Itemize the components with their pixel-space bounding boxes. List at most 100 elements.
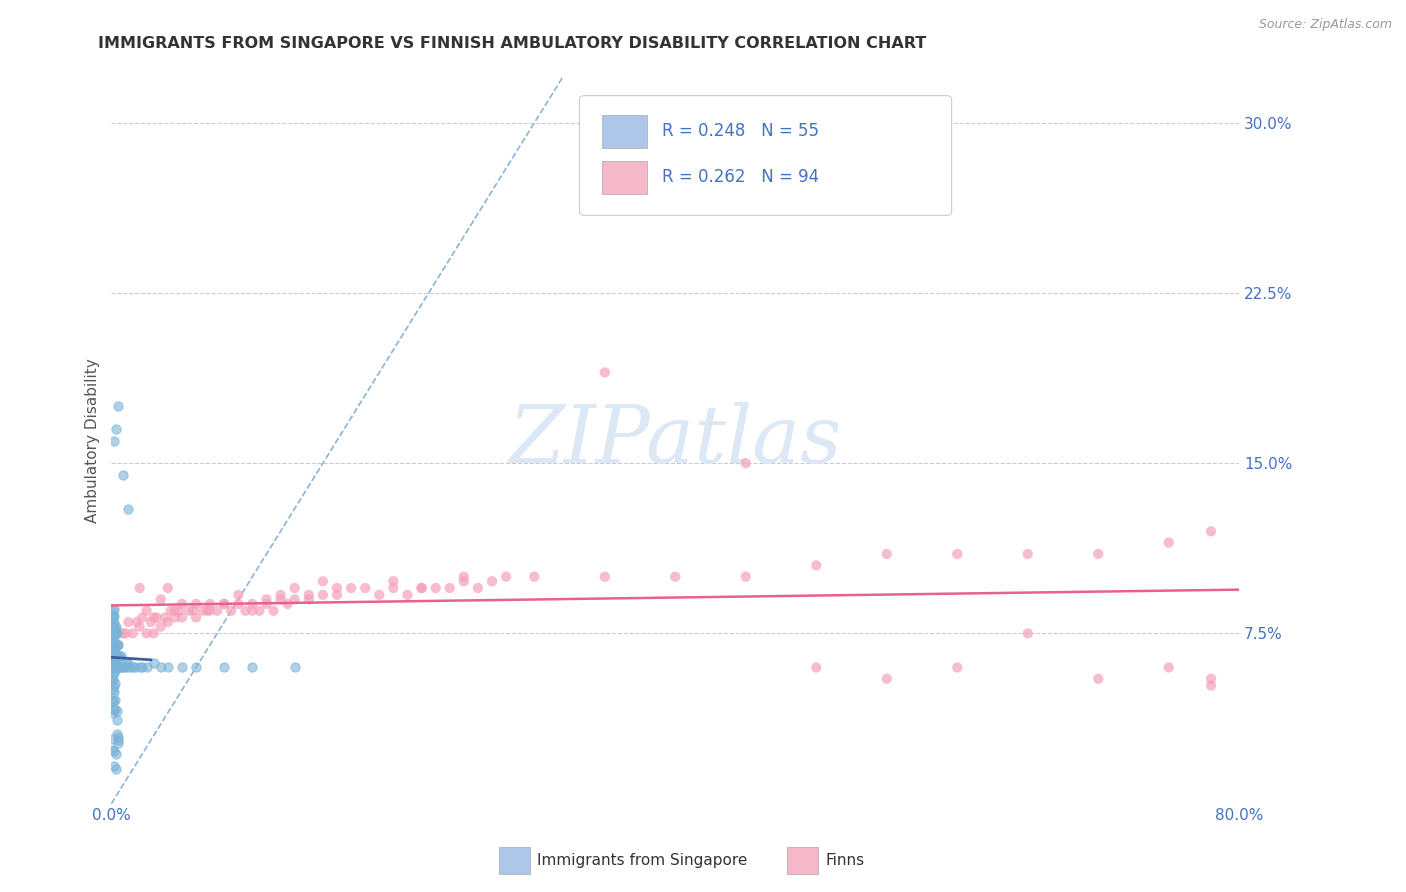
Point [453,570,475,584]
Point [104,644,127,658]
Point [104,646,127,660]
Point [270,588,292,602]
Point [198,597,221,611]
Point [103,624,125,638]
Point [156,660,179,674]
Point [128,619,150,633]
Point [1199,672,1222,686]
FancyBboxPatch shape [579,95,952,215]
Point [256,592,278,607]
Point [195,604,218,618]
Point [101,672,124,686]
Point [107,638,129,652]
Point [1199,679,1222,693]
Point [103,602,125,616]
Point [108,649,131,664]
Point [111,660,134,674]
Point [593,570,616,584]
Point [101,694,124,708]
Point [467,581,489,595]
Point [101,706,124,720]
Point [101,608,124,623]
Point [107,638,129,652]
Point [806,558,828,573]
Point [107,726,129,740]
Point [103,666,125,681]
Point [1199,524,1222,539]
Point [368,588,391,602]
Point [1087,547,1109,561]
Point [184,610,207,624]
Point [114,626,136,640]
Point [104,649,127,664]
Point [104,626,127,640]
Point [104,652,127,666]
Point [104,676,127,690]
Point [105,626,128,640]
Point [107,660,129,674]
Point [946,660,969,674]
Point [523,570,546,584]
Point [103,434,125,448]
Point [117,501,139,516]
FancyBboxPatch shape [602,115,647,148]
Point [107,733,129,747]
Point [103,744,125,758]
Point [219,604,242,618]
Point [125,615,148,629]
Point [340,581,363,595]
Point [212,597,235,611]
Point [593,366,616,380]
Point [481,574,503,589]
Point [101,615,124,629]
Point [284,581,307,595]
Point [135,660,157,674]
Point [101,660,124,674]
Point [101,694,124,708]
Point [108,660,131,674]
Point [212,597,235,611]
Point [104,660,127,674]
Point [439,581,461,595]
Point [284,592,307,607]
Point [103,657,125,671]
Point [876,547,898,561]
Point [298,588,321,602]
Point [117,656,139,670]
Point [453,574,475,589]
Point [101,649,124,664]
Point [198,604,221,618]
Point [101,662,124,676]
Point [101,648,124,662]
Point [135,604,157,618]
Point [110,660,132,674]
Point [806,660,828,674]
Point [242,604,264,618]
Point [284,660,307,674]
Point [112,660,135,674]
Point [139,615,162,629]
Point [149,592,172,607]
Point [170,597,193,611]
Point [105,713,128,727]
Point [946,547,969,561]
Point [177,604,200,618]
Point [107,649,129,664]
FancyBboxPatch shape [602,161,647,194]
Point [111,467,134,482]
Point [411,581,433,595]
Point [411,581,433,595]
Point [103,626,125,640]
Point [326,581,349,595]
Point [191,604,214,618]
Point [1017,547,1039,561]
Point [105,762,128,776]
Text: Finns: Finns [825,854,865,868]
Point [121,660,143,674]
Point [101,743,124,757]
Point [170,610,193,624]
Point [107,400,129,414]
Text: R = 0.262   N = 94: R = 0.262 N = 94 [662,168,818,186]
Point [226,588,249,602]
Point [128,581,150,595]
